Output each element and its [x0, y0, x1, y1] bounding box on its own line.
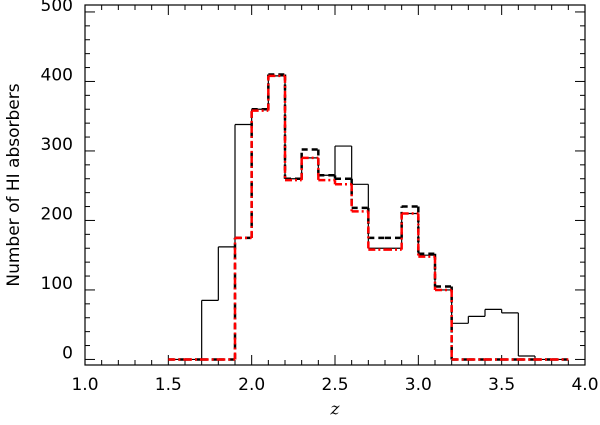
- plot-frame: [84, 4, 586, 366]
- x-tick-label: 1.5: [155, 375, 182, 395]
- x-tick-label: 2.0: [238, 375, 265, 395]
- x-tick-label: 3.0: [405, 375, 432, 395]
- x-tick-label: 2.5: [321, 375, 348, 395]
- y-tick-label: 300: [41, 135, 73, 155]
- y-tick-label: 500: [41, 0, 73, 16]
- y-tick-label: 200: [41, 204, 73, 224]
- y-tick-label: 0: [62, 343, 73, 363]
- y-tick-label: 100: [41, 274, 73, 294]
- y-tick-label: 400: [41, 65, 73, 85]
- x-tick-label: 4.0: [571, 375, 598, 395]
- x-tick-label: 1.0: [71, 375, 98, 395]
- y-axis-label: Number of HI absorbers: [4, 83, 24, 286]
- x-tick-label: 3.5: [488, 375, 515, 395]
- x-axis-label: z: [330, 400, 341, 420]
